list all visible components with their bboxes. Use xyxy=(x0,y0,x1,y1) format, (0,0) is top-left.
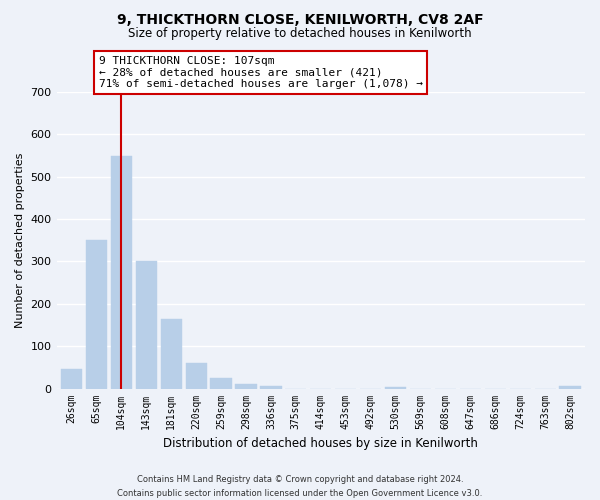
Bar xyxy=(61,370,82,388)
Text: 9, THICKTHORN CLOSE, KENILWORTH, CV8 2AF: 9, THICKTHORN CLOSE, KENILWORTH, CV8 2AF xyxy=(116,12,484,26)
Y-axis label: Number of detached properties: Number of detached properties xyxy=(15,152,25,328)
Bar xyxy=(260,386,281,388)
Bar xyxy=(559,386,581,388)
Bar xyxy=(111,156,132,388)
X-axis label: Distribution of detached houses by size in Kenilworth: Distribution of detached houses by size … xyxy=(163,437,478,450)
Text: 9 THICKTHORN CLOSE: 107sqm
← 28% of detached houses are smaller (421)
71% of sem: 9 THICKTHORN CLOSE: 107sqm ← 28% of deta… xyxy=(99,56,423,89)
Bar xyxy=(136,262,157,388)
Bar xyxy=(185,363,207,388)
Text: Contains HM Land Registry data © Crown copyright and database right 2024.
Contai: Contains HM Land Registry data © Crown c… xyxy=(118,476,482,498)
Bar xyxy=(235,384,257,388)
Text: Size of property relative to detached houses in Kenilworth: Size of property relative to detached ho… xyxy=(128,28,472,40)
Bar xyxy=(161,318,182,388)
Bar xyxy=(211,378,232,388)
Bar xyxy=(86,240,107,388)
